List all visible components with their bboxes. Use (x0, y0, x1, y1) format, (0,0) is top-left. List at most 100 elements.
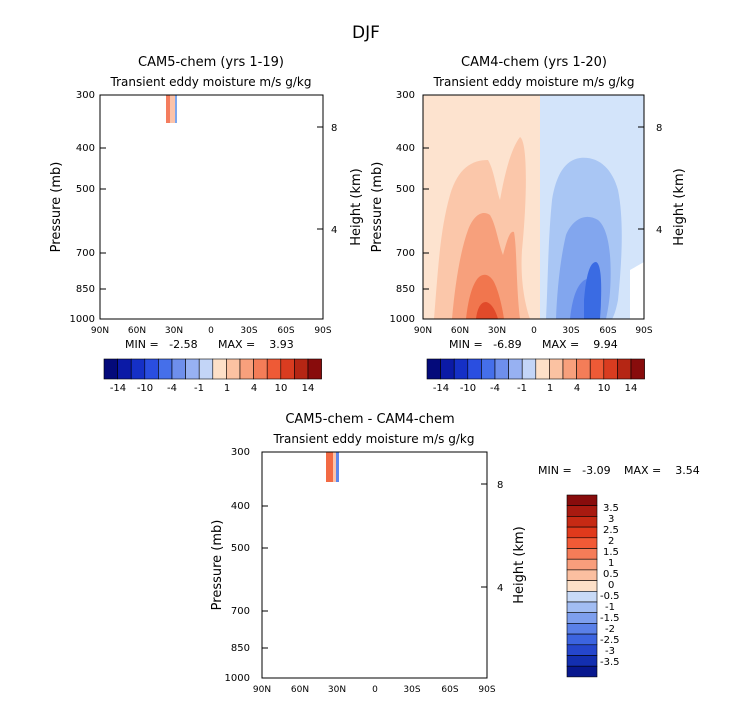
panel2-frame (422, 94, 645, 320)
panel1-colorbar-labels: -14 -10 -4 -1 1 4 10 14 (110, 383, 315, 394)
panel1-colorbar-label: -14 (110, 383, 126, 394)
panel3-y2tick: 8 (497, 480, 503, 491)
panel3-colorbar-label: -3 (605, 646, 615, 657)
panel3-y2label: Height (km) (512, 526, 527, 603)
colorbar-swatch (426, 358, 441, 380)
panel1-colorbar-label: 4 (251, 383, 257, 394)
panel1-max-label: MAX = 3.93 (218, 338, 294, 351)
colorbar-swatch (307, 358, 322, 380)
panel1-y2label: Height (km) (349, 168, 364, 245)
panel3-colorbar-labels: 3.5 3 2.5 2 1.5 1 0.5 0 -0.5 -1 -1.5 -2 … (600, 503, 620, 668)
panel2-colorbar-label: 4 (574, 383, 580, 394)
panel2-contour-pos4 (476, 302, 498, 319)
panel3-contour-positive (326, 452, 334, 482)
panel3-xtick: 60S (441, 685, 458, 695)
panel2-missing-region (630, 262, 644, 319)
panel1-xtick: 90N (91, 326, 109, 336)
colorbar-swatch (566, 526, 598, 539)
panel1-min-label: MIN = -2.58 (125, 338, 198, 351)
colorbar-swatch (566, 655, 598, 667)
panel2-colorbar (426, 358, 645, 380)
panel2-colorbar-label: 10 (598, 383, 611, 394)
panel2-xtick: 30N (488, 326, 506, 336)
colorbar-swatch (144, 358, 159, 380)
panel2-ylabel: Pressure (mb) (370, 162, 385, 253)
panel2-min-label: MIN = -6.89 (449, 338, 522, 351)
panel2-contour-neg4 (584, 262, 602, 319)
panel3-colorbar-label: -3.5 (600, 657, 620, 668)
colorbar-swatch (294, 358, 309, 380)
panel2-xtick: 60S (599, 326, 616, 336)
panel3-frame (261, 451, 488, 679)
panel1-yticks: 300 400 500 700 850 1000 (70, 90, 106, 325)
colorbar-swatch (566, 537, 598, 549)
panel3-y2tick: 4 (497, 583, 503, 594)
colorbar-swatch (566, 612, 598, 624)
panel3-colorbar-label: 1.5 (603, 547, 619, 558)
colorbar-swatch (494, 358, 509, 380)
panel1-field (166, 95, 177, 123)
colorbar-swatch (566, 623, 598, 635)
panel2-xtick: 60N (451, 326, 469, 336)
panel1-colorbar-label: -1 (194, 383, 204, 394)
panel3-ytick: 1000 (225, 673, 250, 684)
panel2-field (423, 95, 644, 319)
colorbar-swatch (130, 358, 146, 380)
panel2-colorbar-label: -4 (490, 383, 500, 394)
panel1-y2tick: 4 (331, 225, 337, 236)
panel1-subtitle: Transient eddy moisture m/s g/kg (110, 75, 312, 89)
panel3-colorbar-label: -1.5 (600, 613, 620, 624)
panel1-xtick: 60S (277, 326, 294, 336)
panel3-colorbar-label: 2 (608, 536, 614, 547)
panel3-ytick: 850 (231, 643, 250, 654)
colorbar-swatch (158, 358, 173, 380)
panel1-frame (99, 94, 324, 320)
panel2-subtitle: Transient eddy moisture m/s g/kg (433, 75, 635, 89)
panel3-ytick: 300 (231, 447, 250, 458)
colorbar-swatch (566, 569, 598, 581)
panel1-xticks: 90N 60N 30N 0 30S 60S 90S (91, 326, 332, 336)
colorbar-swatch (521, 358, 537, 380)
colorbar-swatch (566, 516, 598, 528)
panel2-ytick: 500 (396, 184, 415, 195)
panel1-colorbar-label: 10 (275, 383, 288, 394)
colorbar-swatch (566, 633, 598, 646)
panel2-colorbar-label: -10 (460, 383, 476, 394)
panel1-y2tick: 8 (331, 123, 337, 134)
colorbar-swatch (535, 358, 550, 380)
panel2-colorbar-labels: -14 -10 -4 -1 1 4 10 14 (433, 383, 638, 394)
panel3-subtitle: Transient eddy moisture m/s g/kg (273, 432, 475, 446)
panel3-contour-negative (336, 452, 339, 482)
panel2-contour-pos3 (466, 274, 504, 319)
panel1-ytick: 850 (76, 284, 95, 295)
panel2-xticks: 90N 60N 30N 0 30S 60S 90S (414, 326, 653, 336)
colorbar-swatch (266, 358, 282, 380)
colorbar-swatch (566, 494, 598, 506)
panel2-ytick: 300 (396, 90, 415, 101)
panel1-colorbar-label: -10 (137, 383, 153, 394)
panel3-colorbar (566, 494, 598, 678)
colorbar-swatch (171, 358, 186, 380)
panel1-ytick: 300 (76, 90, 95, 101)
colorbar-swatch (212, 358, 227, 380)
panel1-colorbar (103, 358, 322, 380)
panel3-colorbar-label: -2 (605, 624, 615, 635)
panel-difference: CAM5-chem - CAM4-chem Transient eddy moi… (210, 412, 700, 695)
colorbar-swatch (239, 358, 254, 380)
panel3-xtick: 30N (328, 685, 346, 695)
panel1-xtick: 30N (165, 326, 183, 336)
panel2-colorbar-label: 14 (625, 383, 638, 394)
panel3-colorbar-label: 2.5 (603, 525, 619, 536)
panel1-xtick: 90S (314, 326, 331, 336)
panel2-ytick: 700 (396, 248, 415, 259)
colorbar-swatch (453, 358, 469, 380)
panel3-xtick: 60N (291, 685, 309, 695)
panel2-ytick: 1000 (390, 314, 415, 325)
colorbar-swatch (467, 358, 482, 380)
colorbar-swatch (280, 358, 295, 380)
colorbar-swatch (566, 644, 598, 656)
panel1-ylabel: Pressure (mb) (49, 162, 64, 253)
panel2-yticks: 300 400 500 700 850 1000 (390, 90, 429, 325)
panel2-ytick: 400 (396, 143, 415, 154)
